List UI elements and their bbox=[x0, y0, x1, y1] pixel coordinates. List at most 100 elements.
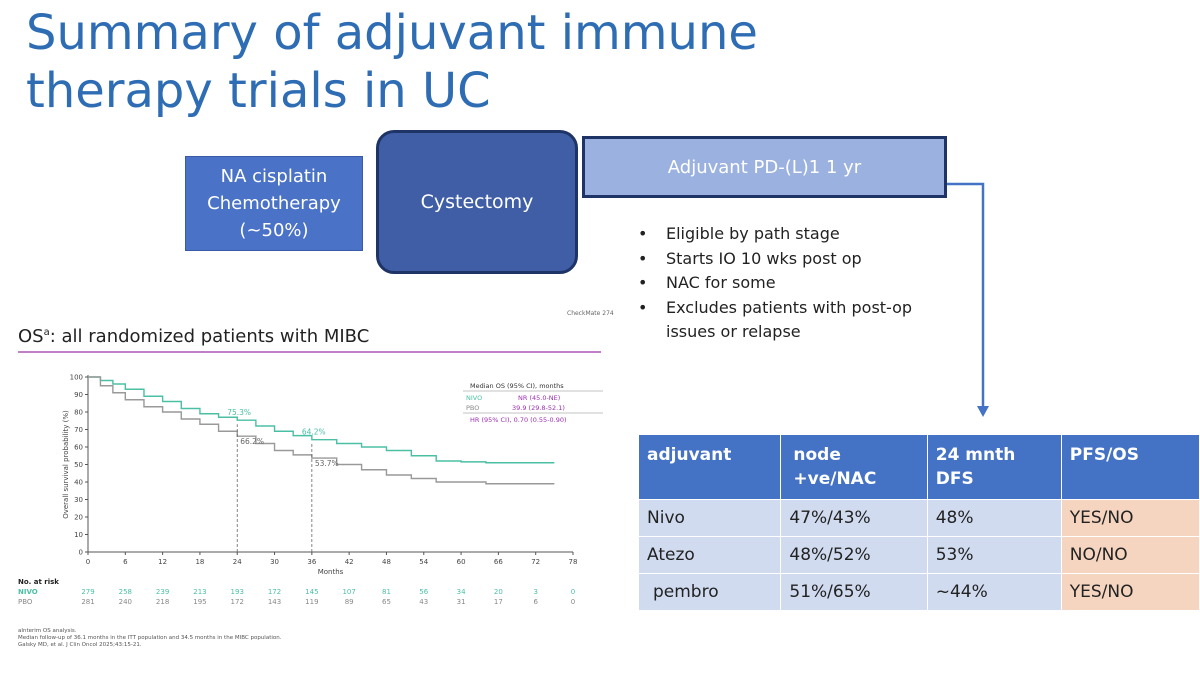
table-header-row: adjuvant node +ve/NAC 24 mnth DFS PFS/OS bbox=[637, 434, 1200, 500]
footnote: Median follow-up of 36.1 months in the I… bbox=[18, 635, 282, 641]
x-tick-label: 60 bbox=[457, 558, 466, 566]
at-risk-value: 213 bbox=[193, 588, 206, 596]
trial-note: CheckMate 274 bbox=[567, 310, 614, 317]
at-risk-value: 0 bbox=[571, 588, 575, 596]
adjuvant-label: Adjuvant PD-(L)1 1 yr bbox=[667, 156, 862, 178]
at-risk-value: 17 bbox=[494, 598, 503, 606]
at-risk-value: 107 bbox=[342, 588, 355, 596]
legend-label-nivo: NIVO bbox=[466, 394, 482, 402]
table-row: Atezo 48%/52% 53% NO/NO bbox=[637, 536, 1200, 574]
at-risk-value: 239 bbox=[156, 588, 169, 596]
at-risk-value: 172 bbox=[231, 598, 244, 606]
x-tick-label: 66 bbox=[494, 558, 503, 566]
at-risk-label: PBO bbox=[18, 598, 33, 606]
bullet-item: Excludes patients with post-op issues or… bbox=[638, 296, 916, 345]
y-tick-label: 30 bbox=[74, 496, 83, 504]
col-header-adjuvant: adjuvant bbox=[637, 434, 782, 500]
col-header-dfs: 24 mnth DFS bbox=[926, 434, 1062, 500]
bullet-list: Eligible by path stage Starts IO 10 wks … bbox=[638, 222, 916, 345]
legend-hr: HR (95% CI), 0.70 (0.55-0.90) bbox=[470, 416, 567, 424]
series-line-pbo bbox=[88, 376, 555, 485]
legend-label-pbo: PBO bbox=[466, 404, 479, 412]
x-axis-label: Months bbox=[318, 568, 344, 576]
slide-title: Summary of adjuvant immune therapy trial… bbox=[26, 5, 758, 119]
table-cell: 51%/65% bbox=[780, 573, 928, 611]
at-risk-value: 279 bbox=[81, 588, 94, 596]
at-risk-header: No. at risk bbox=[18, 578, 59, 586]
series-line-nivo bbox=[88, 376, 555, 464]
at-risk-value: 3 bbox=[533, 588, 537, 596]
at-risk-value: 119 bbox=[305, 598, 318, 606]
y-tick-label: 10 bbox=[74, 531, 83, 539]
legend-value-pbo: 39.9 (29.8-52.1) bbox=[512, 404, 565, 412]
at-risk-value: 143 bbox=[268, 598, 281, 606]
cystectomy-label: Cystectomy bbox=[420, 190, 534, 213]
y-tick-label: 40 bbox=[74, 479, 83, 487]
at-risk-value: 193 bbox=[231, 588, 244, 596]
annotation-label: 64.2% bbox=[302, 428, 326, 437]
at-risk-value: 218 bbox=[156, 598, 169, 606]
table-cell: ~44% bbox=[926, 573, 1062, 611]
na-chemo-box: NA cisplatin Chemotherapy (~50%) bbox=[185, 156, 363, 251]
at-risk-value: 89 bbox=[345, 598, 354, 606]
col-header-node: node +ve/NAC bbox=[780, 434, 928, 500]
at-risk-value: 258 bbox=[119, 588, 132, 596]
y-tick-label: 80 bbox=[74, 409, 83, 417]
annotation-label: 75.3% bbox=[227, 408, 251, 417]
at-risk-label: NIVO bbox=[18, 588, 38, 596]
at-risk-value: 81 bbox=[382, 588, 391, 596]
table-cell: NO/NO bbox=[1060, 536, 1200, 574]
x-tick-label: 12 bbox=[158, 558, 167, 566]
table-cell: YES/NO bbox=[1060, 499, 1200, 537]
bullet-item: Starts IO 10 wks post op bbox=[638, 247, 916, 272]
x-tick-label: 42 bbox=[345, 558, 354, 566]
footnote: aInterim OS analysis. bbox=[18, 628, 77, 634]
col-header-pfs-os: PFS/OS bbox=[1060, 434, 1200, 500]
x-tick-label: 78 bbox=[569, 558, 578, 566]
at-risk-value: 34 bbox=[457, 588, 466, 596]
adjuvant-box: Adjuvant PD-(L)1 1 yr bbox=[582, 136, 947, 198]
x-tick-label: 54 bbox=[419, 558, 428, 566]
table-cell: pembro bbox=[637, 573, 782, 611]
at-risk-value: 56 bbox=[419, 588, 428, 596]
bullet-item: Eligible by path stage bbox=[638, 222, 916, 247]
os-title-rule bbox=[18, 351, 601, 353]
table-cell: YES/NO bbox=[1060, 573, 1200, 611]
os-title: OSa: all randomized patients with MIBC bbox=[18, 326, 369, 347]
table-row: pembro 51%/65% ~44% YES/NO bbox=[637, 573, 1200, 611]
y-tick-label: 20 bbox=[74, 514, 83, 522]
x-tick-label: 72 bbox=[531, 558, 540, 566]
os-title-rest: : all randomized patients with MIBC bbox=[49, 326, 370, 347]
y-axis-label: Overall survival probability (%) bbox=[62, 410, 70, 519]
table-cell: Nivo bbox=[637, 499, 782, 537]
at-risk-value: 0 bbox=[571, 598, 575, 606]
table-cell: 53% bbox=[926, 536, 1062, 574]
at-risk-value: 281 bbox=[81, 598, 94, 606]
at-risk-value: 240 bbox=[119, 598, 132, 606]
na-chemo-label: NA cisplatin Chemotherapy (~50%) bbox=[207, 166, 341, 241]
x-tick-label: 24 bbox=[233, 558, 242, 566]
legend-header: Median OS (95% CI), months bbox=[470, 382, 564, 390]
bullet-item: NAC for some bbox=[638, 271, 916, 296]
x-tick-label: 6 bbox=[123, 558, 128, 566]
annotation-label: 53.7% bbox=[315, 459, 339, 468]
at-risk-value: 31 bbox=[457, 598, 466, 606]
table-cell: 47%/43% bbox=[780, 499, 928, 537]
cystectomy-box: Cystectomy bbox=[376, 130, 578, 274]
x-tick-label: 18 bbox=[195, 558, 204, 566]
at-risk-value: 145 bbox=[305, 588, 318, 596]
footnotes: aInterim OS analysis. Median follow-up o… bbox=[18, 628, 281, 649]
x-tick-label: 0 bbox=[86, 558, 90, 566]
x-tick-label: 30 bbox=[270, 558, 279, 566]
summary-table: adjuvant node +ve/NAC 24 mnth DFS PFS/OS… bbox=[637, 434, 1200, 611]
y-tick-label: 100 bbox=[70, 374, 83, 382]
y-tick-label: 90 bbox=[74, 391, 83, 399]
table-row: Nivo 47%/43% 48% YES/NO bbox=[637, 499, 1200, 537]
y-tick-label: 0 bbox=[79, 549, 83, 557]
y-tick-label: 70 bbox=[74, 426, 83, 434]
at-risk-value: 6 bbox=[533, 598, 538, 606]
x-tick-label: 48 bbox=[382, 558, 391, 566]
footnote: Galsky MD, et al. J Clin Oncol 2025;43:1… bbox=[18, 642, 142, 648]
